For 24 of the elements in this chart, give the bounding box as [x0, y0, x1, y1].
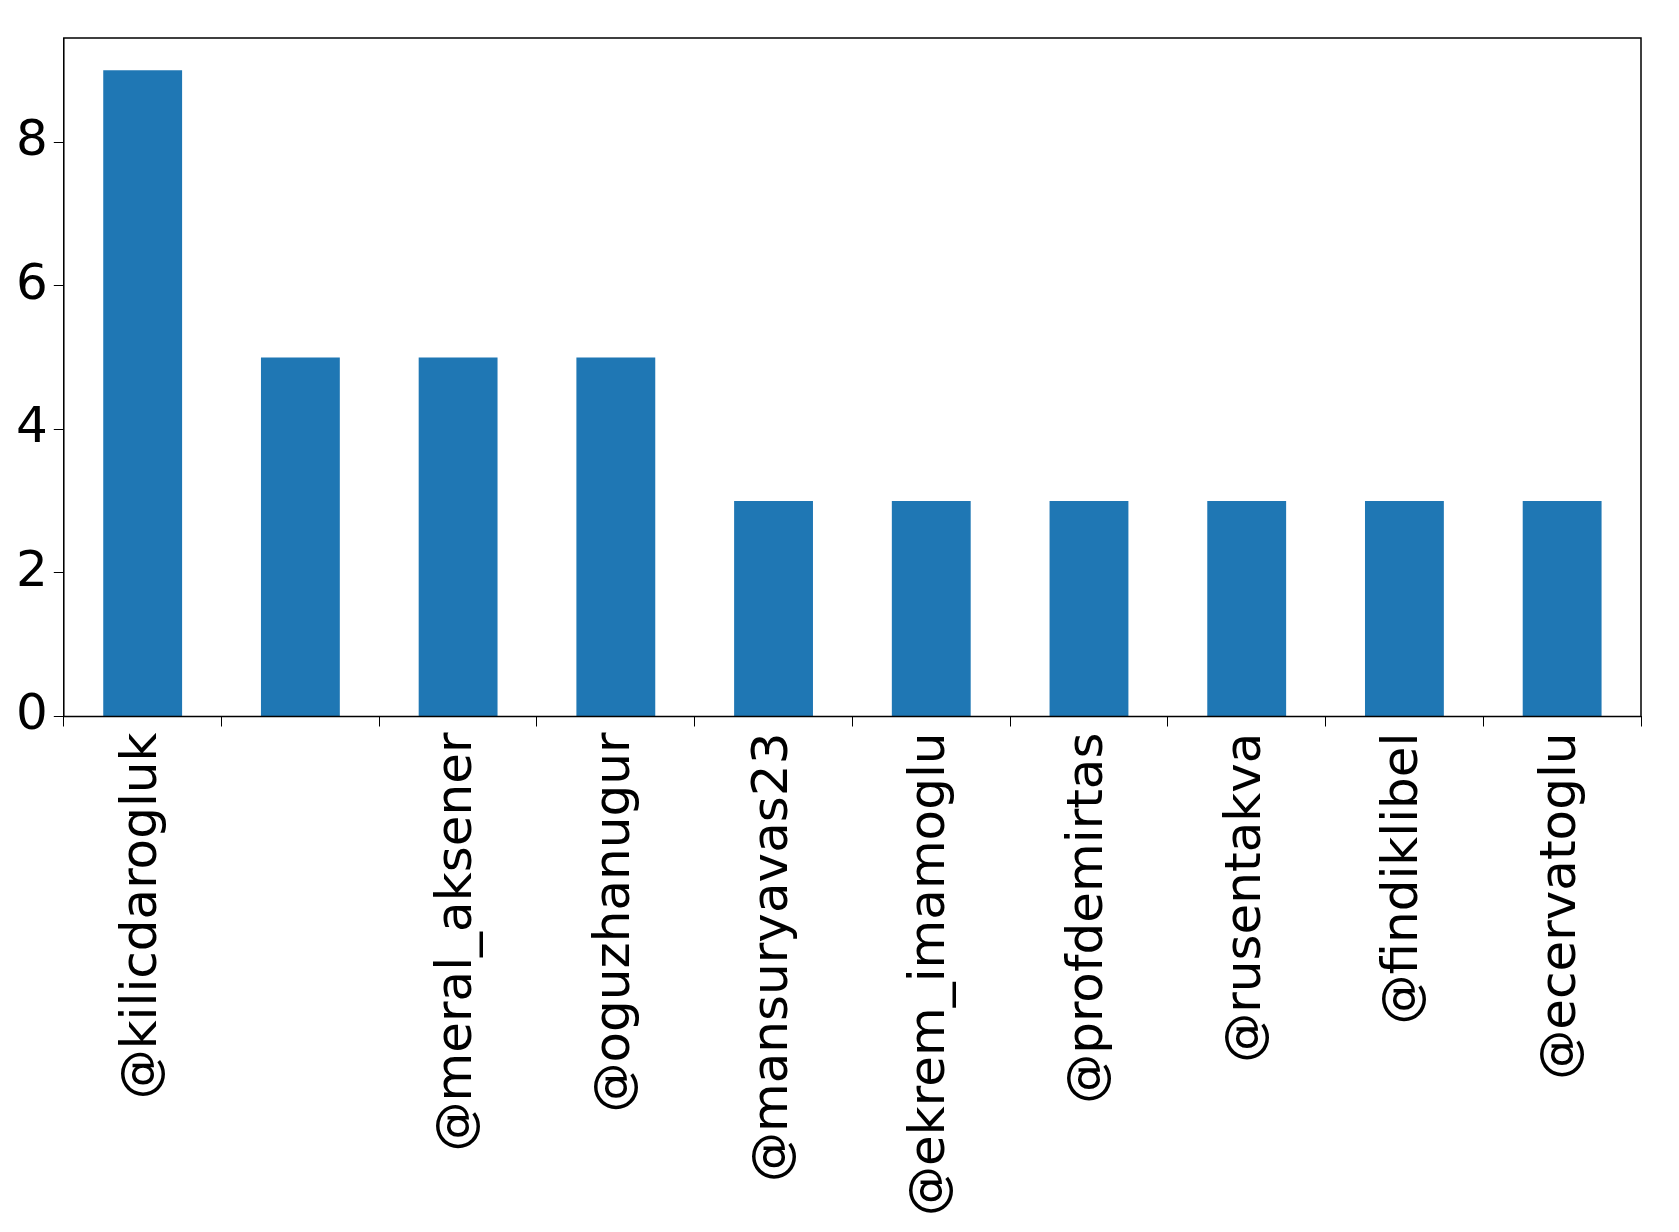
bar: [1364, 501, 1444, 716]
bar: [576, 357, 656, 716]
x-tick-label: @kilicdarogluk: [109, 732, 168, 1100]
bar: [418, 357, 498, 716]
x-tick-label: @ekrem_imamoglu: [898, 732, 957, 1216]
y-tick-label: 2: [16, 539, 48, 598]
x-tick-label: @oguzhanugur: [582, 732, 641, 1113]
x-tick-label: @findiklibel: [1371, 732, 1430, 1025]
bar: [891, 501, 971, 716]
bar: [1522, 501, 1602, 716]
bar: [260, 357, 340, 716]
y-tick-label: 8: [16, 109, 48, 168]
x-tick-label: @meral_aksener: [425, 732, 484, 1152]
x-tick-label: @rusentakva: [1213, 732, 1272, 1063]
bar: [103, 70, 183, 716]
y-tick-label: 6: [16, 252, 48, 311]
bar: [734, 501, 813, 716]
y-tick-label: 4: [16, 396, 48, 455]
x-tick-label: @profdemirtas: [1055, 732, 1114, 1104]
x-tick-label: @ecervatoglu: [1529, 732, 1588, 1080]
y-tick-label: 0: [16, 683, 48, 742]
bar: [1207, 501, 1287, 716]
bar: [1049, 501, 1129, 716]
x-tick-label: @mansuryavas23: [740, 732, 799, 1182]
